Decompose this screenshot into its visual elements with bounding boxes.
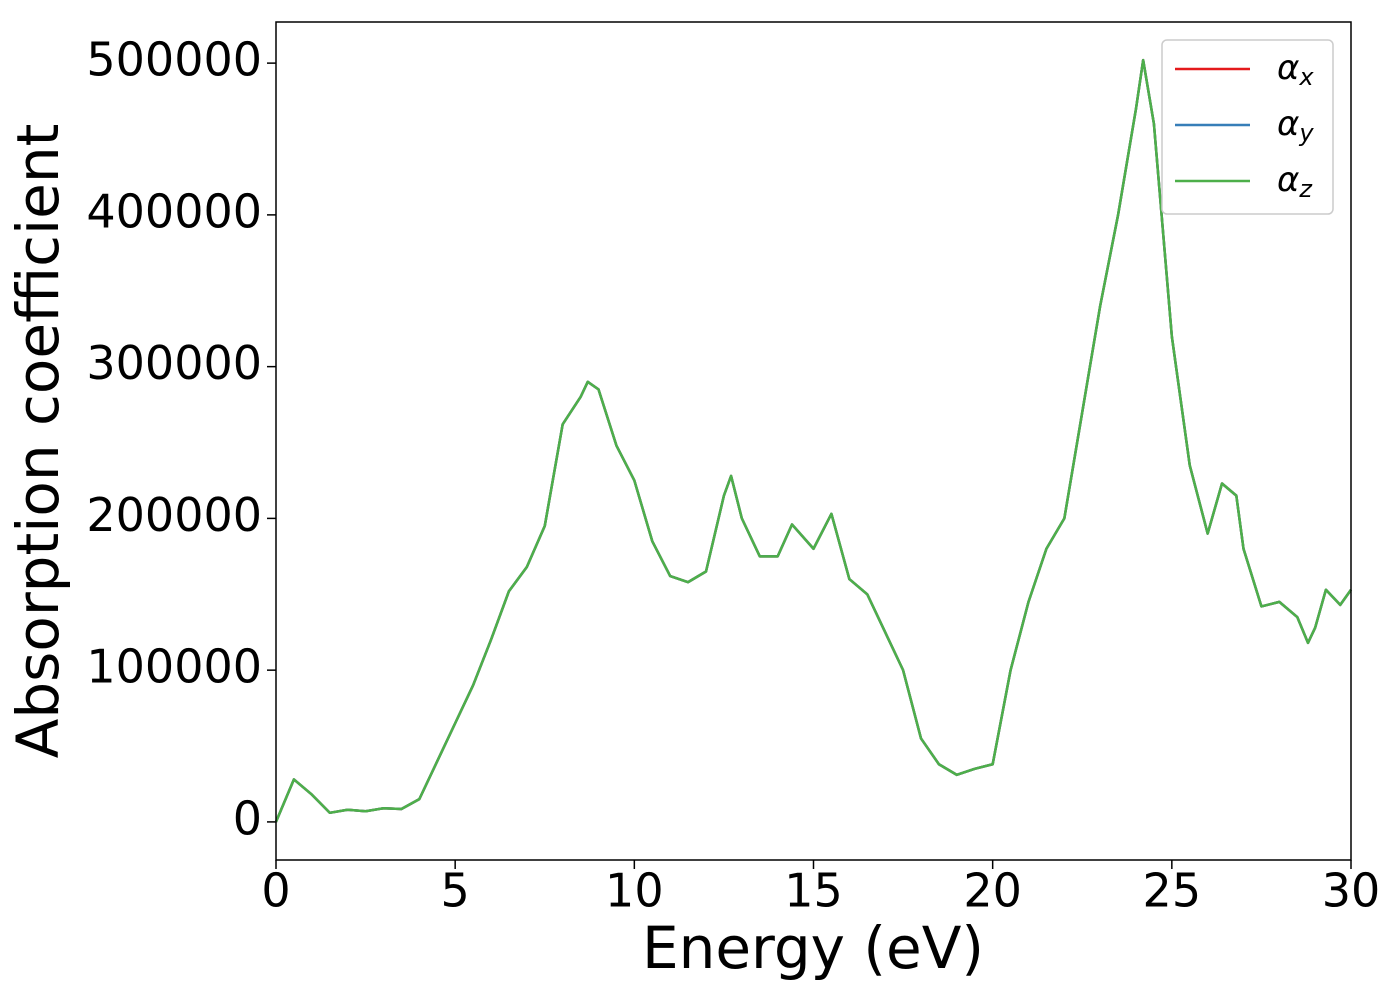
line-series <box>274 58 1353 823</box>
y-axis-label: Absorption coefficient <box>4 124 72 759</box>
y-tick-label: 100000 <box>86 640 262 694</box>
x-axis-label: Energy (eV) <box>642 914 984 982</box>
x-tick-label: 30 <box>1322 864 1381 918</box>
x-tick-label: 10 <box>605 864 664 918</box>
x-tick-label: 0 <box>261 864 290 918</box>
x-tick-label: 20 <box>963 864 1022 918</box>
plot-frame <box>275 21 1352 861</box>
y-tick-label: 400000 <box>86 184 262 238</box>
legend-box <box>1161 39 1334 215</box>
y-tick-label: 0 <box>233 791 262 845</box>
x-tick-label: 15 <box>784 864 843 918</box>
y-tick-label: 300000 <box>86 336 262 390</box>
y-tick-label: 500000 <box>86 33 262 87</box>
y-tick-label: 200000 <box>86 488 262 542</box>
x-tick-label: 25 <box>1143 864 1202 918</box>
x-tick-label: 5 <box>441 864 470 918</box>
legend-label: αx <box>1277 48 1314 92</box>
legend-label: αy <box>1277 104 1314 148</box>
legend-label: αz <box>1277 160 1313 204</box>
